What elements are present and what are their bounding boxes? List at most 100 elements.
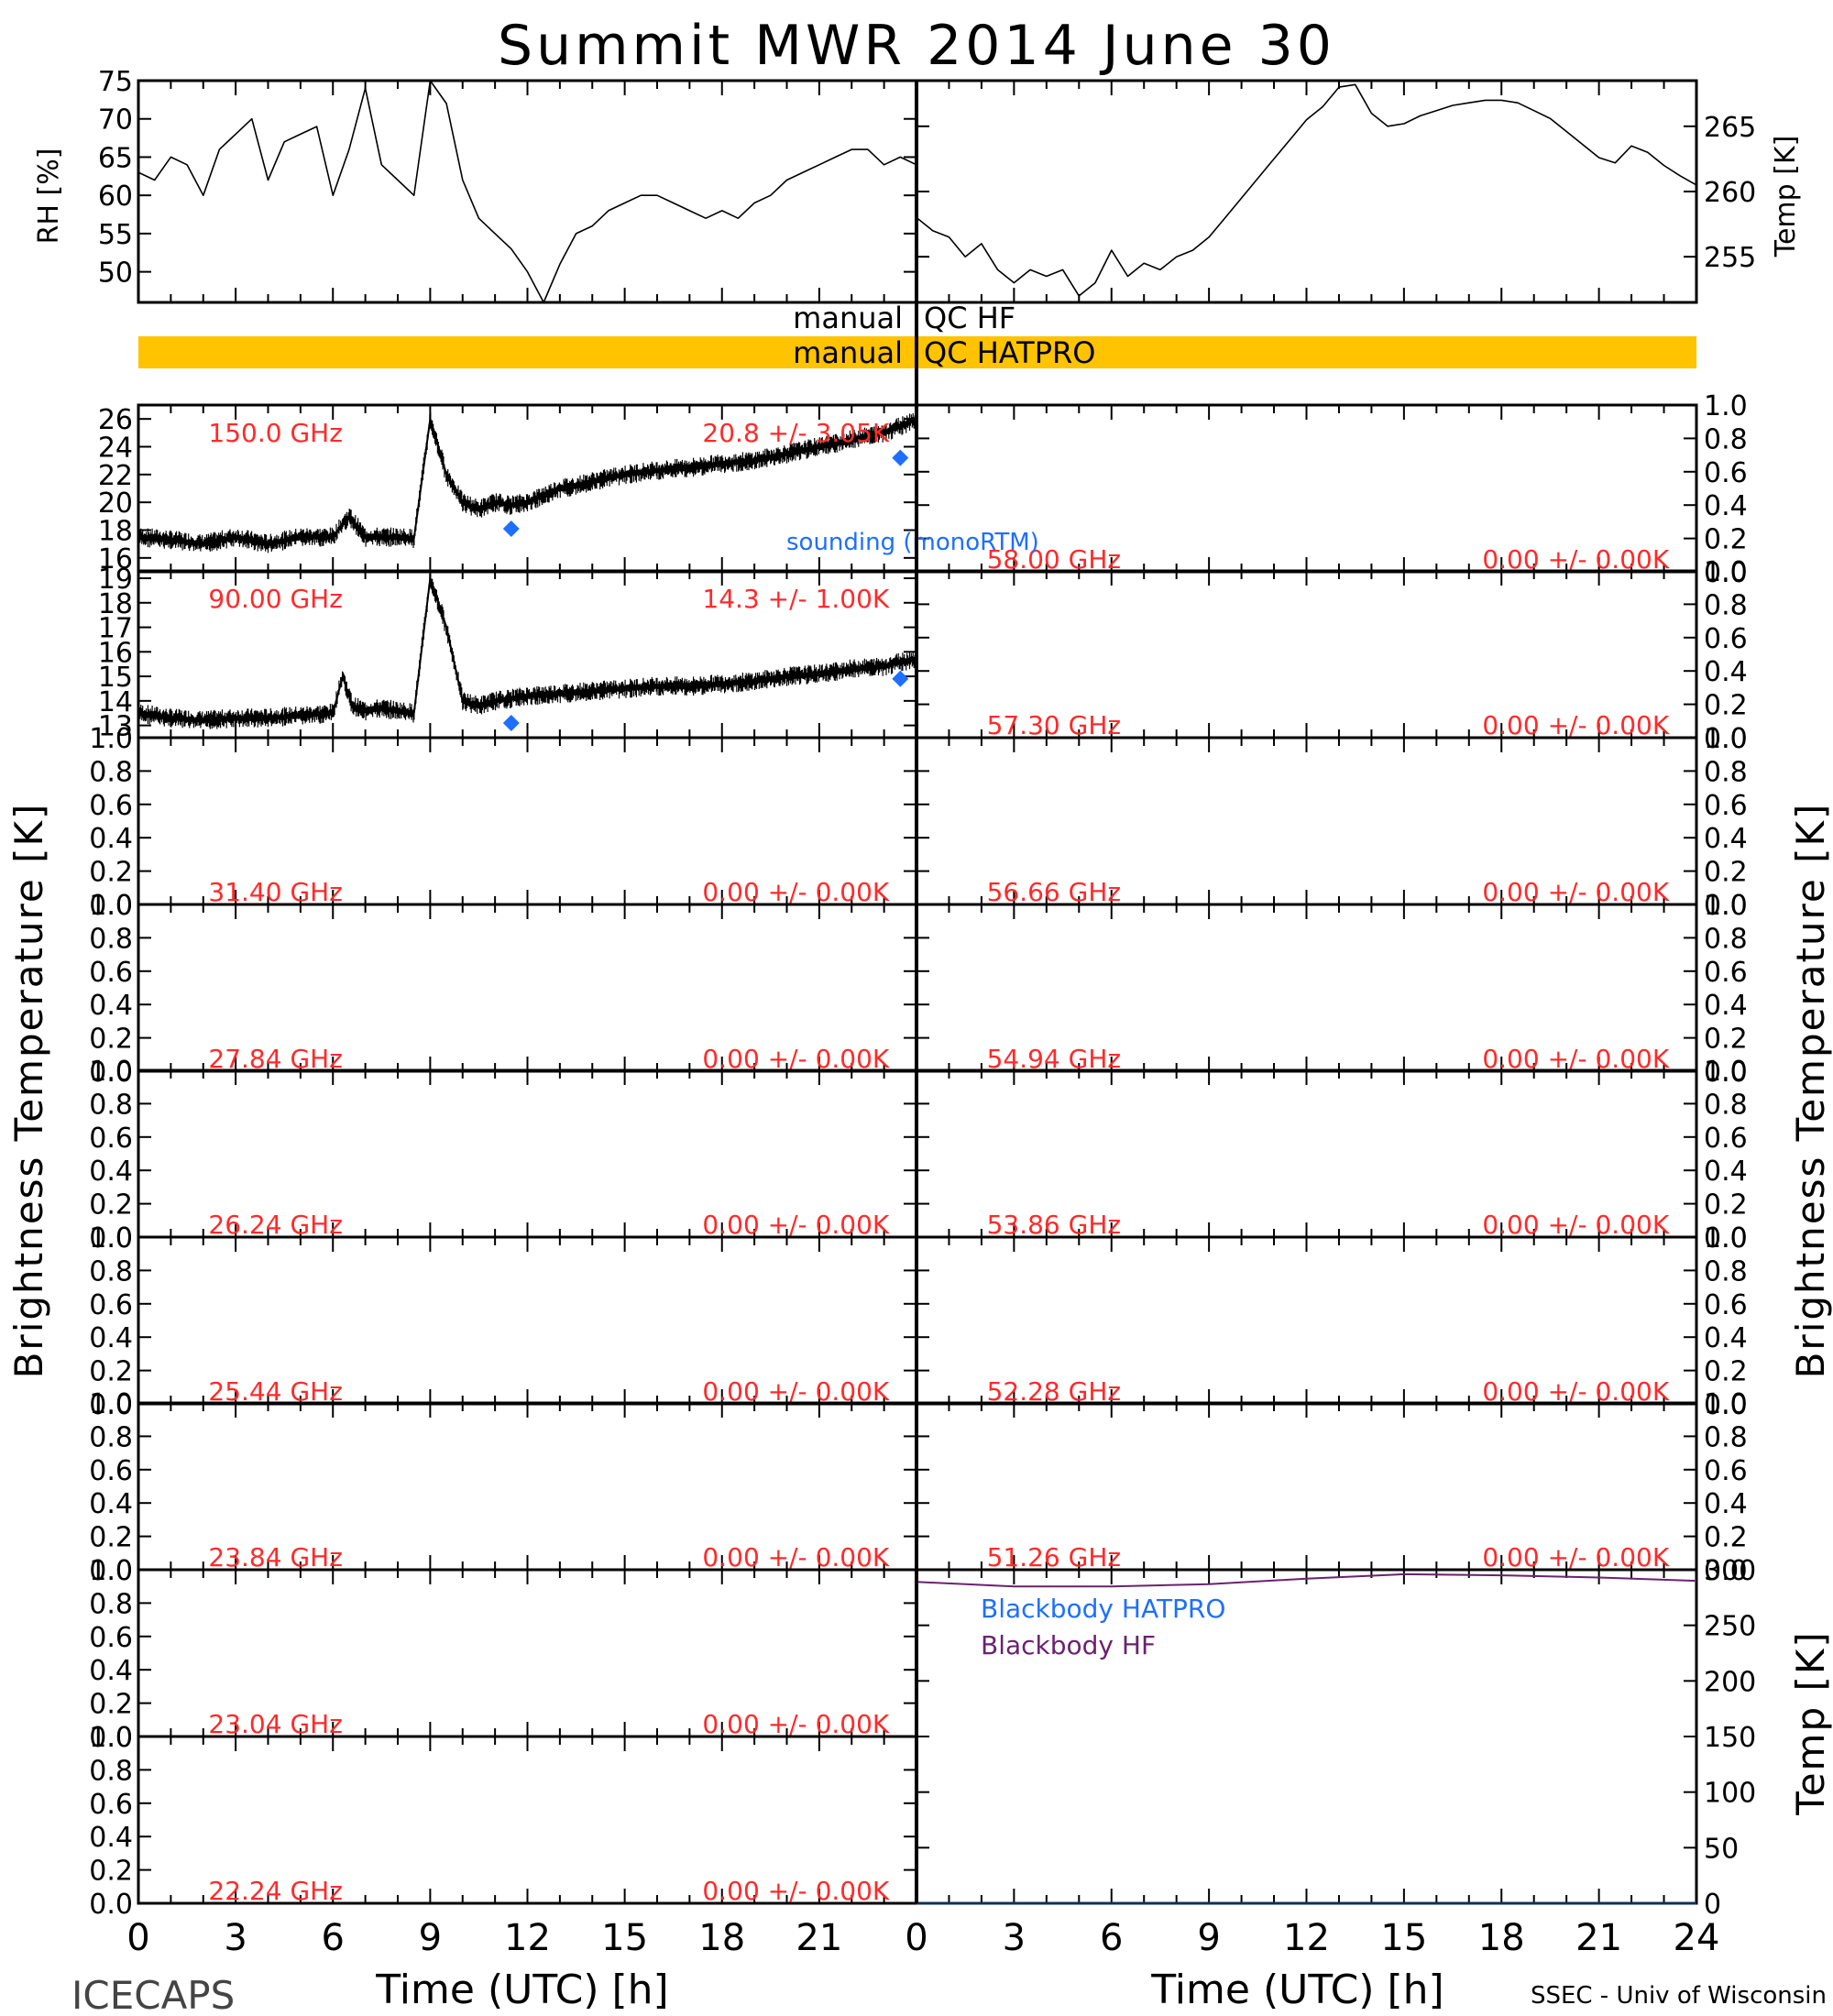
tb_90-ytick-label: 18 bbox=[98, 588, 133, 620]
tb_2544-ytick-label: 0.0 bbox=[89, 1389, 133, 1421]
tb_2304-panel: 0.00.20.40.60.81.023.04 GHz 0.00 +/- 0.00… bbox=[89, 1555, 918, 1754]
tb_5666-ytick-label: 0.4 bbox=[1704, 823, 1748, 855]
tb_90-freq-label: 90.00 GHz bbox=[208, 584, 343, 614]
tb_2784-ytick-label: 0.6 bbox=[89, 957, 133, 989]
tb_2544-ytick-label: 0.4 bbox=[89, 1322, 133, 1354]
temp-ytick-label: 260 bbox=[1704, 177, 1756, 209]
tb_5484-ytick-label: 0.4 bbox=[1704, 990, 1748, 1022]
tb_5126-ytick-label: 1.0 bbox=[1704, 1388, 1748, 1420]
tb_150-line bbox=[137, 418, 917, 545]
xtick-label-right: 9 bbox=[1197, 1917, 1220, 1959]
tb_90-ytick-label: 13 bbox=[98, 711, 133, 743]
tb_3140-freq-label: 31.40 GHz bbox=[208, 877, 343, 907]
xtick-label-right: 0 bbox=[905, 1917, 927, 1959]
tb_2224-ytick-label: 0.2 bbox=[89, 1856, 133, 1888]
tb_5228-ytick-label: 0.0 bbox=[1704, 1389, 1748, 1421]
temp-frame bbox=[915, 79, 1698, 304]
tb_5386-ytick-label: 0.2 bbox=[1704, 1189, 1748, 1222]
tb_5730-ytick-label: 0.6 bbox=[1704, 623, 1748, 655]
legend-blackbody-hatpro: Blackbody HATPRO bbox=[981, 1594, 1225, 1624]
xtick-label-left: 0 bbox=[126, 1917, 149, 1959]
xtick-label-left: 12 bbox=[504, 1917, 551, 1959]
tb_2784-ytick-label: 0.4 bbox=[89, 990, 133, 1022]
tb_2624-panel: 0.00.20.40.60.81.026.24 GHz 0.00 +/- 0.00… bbox=[89, 1056, 918, 1255]
rh-ytick-label: 60 bbox=[98, 181, 133, 213]
tb_90-ytick-label: 16 bbox=[98, 637, 133, 669]
tb_2224-panel: 0.00.20.40.60.81.022.24 GHz 0.00 +/- 0.00… bbox=[89, 1722, 918, 1921]
tb_150-stats-label: 20.8 +/- 3.05K bbox=[702, 418, 889, 448]
tb_5126-ytick-label: 0.8 bbox=[1704, 1421, 1748, 1453]
ylabel-rh: RH [%] bbox=[33, 148, 65, 245]
tb_5800-panel: 0.00.20.40.60.81.058.00 GHz 0.00 +/- 0.00… bbox=[915, 390, 1748, 589]
tb_2224-ytick-label: 0.4 bbox=[89, 1822, 133, 1854]
footer-left: ICECAPS bbox=[71, 1973, 235, 2016]
tb_5666-freq-label: 56.66 GHz bbox=[987, 877, 1122, 907]
blackbody-ytick-label: 50 bbox=[1704, 1833, 1739, 1865]
xtick-label-right: 21 bbox=[1575, 1917, 1622, 1959]
tb_2304-ytick-label: 0.8 bbox=[89, 1588, 133, 1620]
tb_5800-ytick-label: 0.4 bbox=[1704, 490, 1748, 522]
tb_5126-stats-label: 0.00 +/- 0.00K bbox=[1482, 1542, 1669, 1572]
tb_2384-ytick-label: 0.6 bbox=[89, 1455, 133, 1487]
tb_2784-ytick-label: 1.0 bbox=[89, 890, 133, 922]
tb_2384-ytick-label: 0.4 bbox=[89, 1488, 133, 1520]
tb_5666-ytick-label: 0.8 bbox=[1704, 756, 1748, 788]
tb_5228-panel: 0.00.20.40.60.81.052.28 GHz 0.00 +/- 0.00… bbox=[915, 1222, 1748, 1421]
tb_2224-ytick-label: 1.0 bbox=[89, 1722, 133, 1754]
rh-ytick-label: 70 bbox=[98, 104, 133, 137]
tb_5484-ytick-label: 1.0 bbox=[1704, 890, 1748, 922]
tb_90-line bbox=[137, 577, 917, 722]
blackbody-hf-line bbox=[916, 1572, 1697, 1588]
tb_2304-freq-label: 23.04 GHz bbox=[208, 1709, 343, 1739]
tb_5228-ytick-label: 0.2 bbox=[1704, 1356, 1748, 1388]
xtick-label-left: 3 bbox=[224, 1917, 247, 1959]
tb_2384-ytick-label: 0.0 bbox=[89, 1555, 133, 1587]
rh-ytick-label: 65 bbox=[98, 142, 133, 174]
ylabel-tb-left: Brightness Temperature [K] bbox=[6, 803, 51, 1379]
tb_5666-stats-label: 0.00 +/- 0.00K bbox=[1482, 877, 1669, 907]
qc-hatpro-label-right: QC HATPRO bbox=[924, 335, 1095, 370]
tb_2304-ytick-label: 0.6 bbox=[89, 1622, 133, 1654]
tb_150-ytick-label: 22 bbox=[98, 460, 133, 492]
tb_2624-ytick-label: 0.8 bbox=[89, 1089, 133, 1121]
tb_5484-ytick-label: 0.0 bbox=[1704, 1057, 1748, 1089]
xtick-label-left: 15 bbox=[601, 1917, 648, 1959]
legend-blackbody-hf: Blackbody HF bbox=[981, 1630, 1156, 1660]
rh-panel: 50 55 60 65 70 75 bbox=[98, 66, 918, 304]
blackbody-ytick-label: 150 bbox=[1704, 1722, 1756, 1754]
tb_2624-ytick-label: 1.0 bbox=[89, 1056, 133, 1088]
tb_5666-ytick-label: 0.0 bbox=[1704, 890, 1748, 922]
tb_90-ytick-label: 17 bbox=[98, 613, 133, 645]
blackbody-panel: 0 50 100 150 200 250 300 Blackbody HATPRO Blackb… bbox=[915, 1555, 1756, 1921]
blackbody-ytick-label: 300 bbox=[1704, 1555, 1756, 1587]
tb_2304-ytick-label: 0.4 bbox=[89, 1655, 133, 1687]
blackbody-ytick-label: 100 bbox=[1704, 1778, 1756, 1810]
qc-hatpro-label-left: manual bbox=[793, 335, 903, 370]
temp-ytick-label: 255 bbox=[1704, 242, 1756, 274]
tb_150-ytick-label: 24 bbox=[98, 433, 133, 465]
tb_2784-ytick-label: 0.2 bbox=[89, 1024, 133, 1056]
tb_150-ytick-label: 16 bbox=[98, 543, 133, 575]
tb_2304-ytick-label: 0.2 bbox=[89, 1689, 133, 1721]
tb_5800-ytick-label: 0.6 bbox=[1704, 457, 1748, 489]
xlabel-right: Time (UTC) [h] bbox=[1150, 1967, 1443, 2013]
figure-title: Summit MWR 2014 June 30 bbox=[498, 14, 1335, 78]
tb_5126-ytick-label: 0.0 bbox=[1704, 1555, 1748, 1587]
ylabel-tb-right: Brightness Temperature [K] bbox=[1788, 803, 1833, 1379]
tb_3140-panel: 0.00.20.40.60.81.031.40 GHz 0.00 +/- 0.00… bbox=[89, 723, 918, 922]
xtick-label-left: 6 bbox=[322, 1917, 345, 1959]
tb_5730-ytick-label: 1.0 bbox=[1704, 556, 1748, 588]
tb_90-stats-label: 14.3 +/- 1.00K bbox=[702, 584, 889, 614]
tb_5666-panel: 0.00.20.40.60.81.056.66 GHz 0.00 +/- 0.00… bbox=[915, 723, 1748, 922]
tb_2304-ytick-label: 0.0 bbox=[89, 1722, 133, 1754]
xtick-label-right: 6 bbox=[1100, 1917, 1123, 1959]
tb_5386-ytick-label: 0.8 bbox=[1704, 1089, 1748, 1121]
tb_5730-freq-label: 57.30 GHz bbox=[987, 710, 1122, 740]
ylabel-bb-right: Temp [K] bbox=[1788, 1630, 1833, 1816]
tb_5386-ytick-label: 0.6 bbox=[1704, 1123, 1748, 1155]
tb_90-ytick-label: 15 bbox=[98, 662, 133, 694]
xtick-label-right: 18 bbox=[1478, 1917, 1525, 1959]
